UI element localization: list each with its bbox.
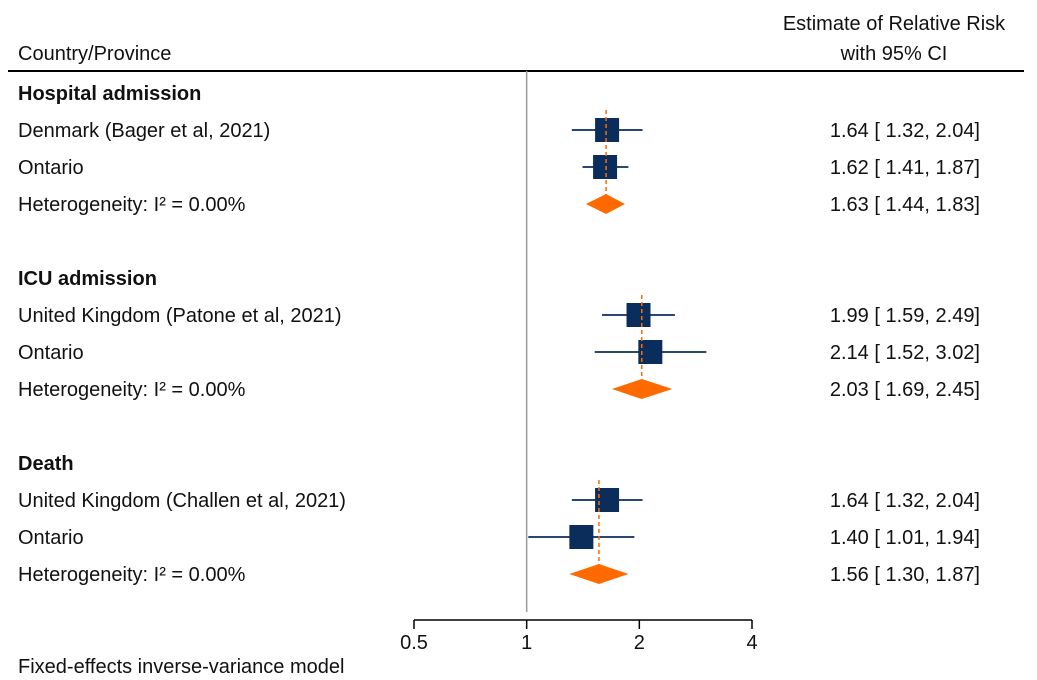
group-title: Hospital admission xyxy=(18,83,201,105)
heterogeneity-label: Heterogeneity: I² = 0.00% xyxy=(18,379,246,401)
pooled-estimate-text: 1.63 [ 1.44, 1.83] xyxy=(830,194,980,216)
heterogeneity-label: Heterogeneity: I² = 0.00% xyxy=(18,564,246,586)
x-tick-label: 0.5 xyxy=(400,632,428,654)
x-tick-label: 1 xyxy=(521,632,532,654)
header-estimate-line1: Estimate of Relative Risk xyxy=(783,13,1006,35)
study-estimate-marker xyxy=(595,118,620,142)
study-label: United Kingdom (Patone et al, 2021) xyxy=(18,305,342,327)
heterogeneity-label: Heterogeneity: I² = 0.00% xyxy=(18,194,246,216)
x-tick-label: 2 xyxy=(634,632,645,654)
study-estimate-text: 1.40 [ 1.01, 1.94] xyxy=(830,527,980,549)
study-estimate-text: 1.64 [ 1.32, 2.04] xyxy=(830,490,980,512)
group-title: Death xyxy=(18,453,74,475)
pooled-diamond xyxy=(585,194,625,214)
footer-note: Fixed-effects inverse-variance model xyxy=(18,656,344,678)
study-label: Ontario xyxy=(18,342,84,364)
header-estimate-line2: with 95% CI xyxy=(840,43,948,65)
x-tick-label: 4 xyxy=(746,632,757,654)
study-label: United Kingdom (Challen et al, 2021) xyxy=(18,490,346,512)
pooled-diamond xyxy=(611,379,673,399)
pooled-estimate-text: 2.03 [ 1.69, 2.45] xyxy=(830,379,980,401)
pooled-diamond xyxy=(569,564,629,584)
header-country: Country/Province xyxy=(18,43,171,65)
study-estimate-marker xyxy=(626,303,651,327)
forest-rows: Hospital admission Denmark (Bager et al, … xyxy=(18,83,980,586)
study-estimate-text: 1.99 [ 1.59, 2.49] xyxy=(830,305,980,327)
study-estimate-text: 1.64 [ 1.32, 2.04] xyxy=(830,120,980,142)
x-axis: 0.5 1 2 4 xyxy=(400,619,758,654)
study-estimate-marker xyxy=(593,155,618,179)
study-label: Ontario xyxy=(18,527,84,549)
group-title: ICU admission xyxy=(18,268,157,290)
study-label: Ontario xyxy=(18,157,84,179)
study-estimate-text: 1.62 [ 1.41, 1.87] xyxy=(830,157,980,179)
study-label: Denmark (Bager et al, 2021) xyxy=(18,120,270,142)
pooled-estimate-text: 1.56 [ 1.30, 1.87] xyxy=(830,564,980,586)
study-estimate-text: 2.14 [ 1.52, 3.02] xyxy=(830,342,980,364)
study-estimate-marker xyxy=(569,525,594,549)
